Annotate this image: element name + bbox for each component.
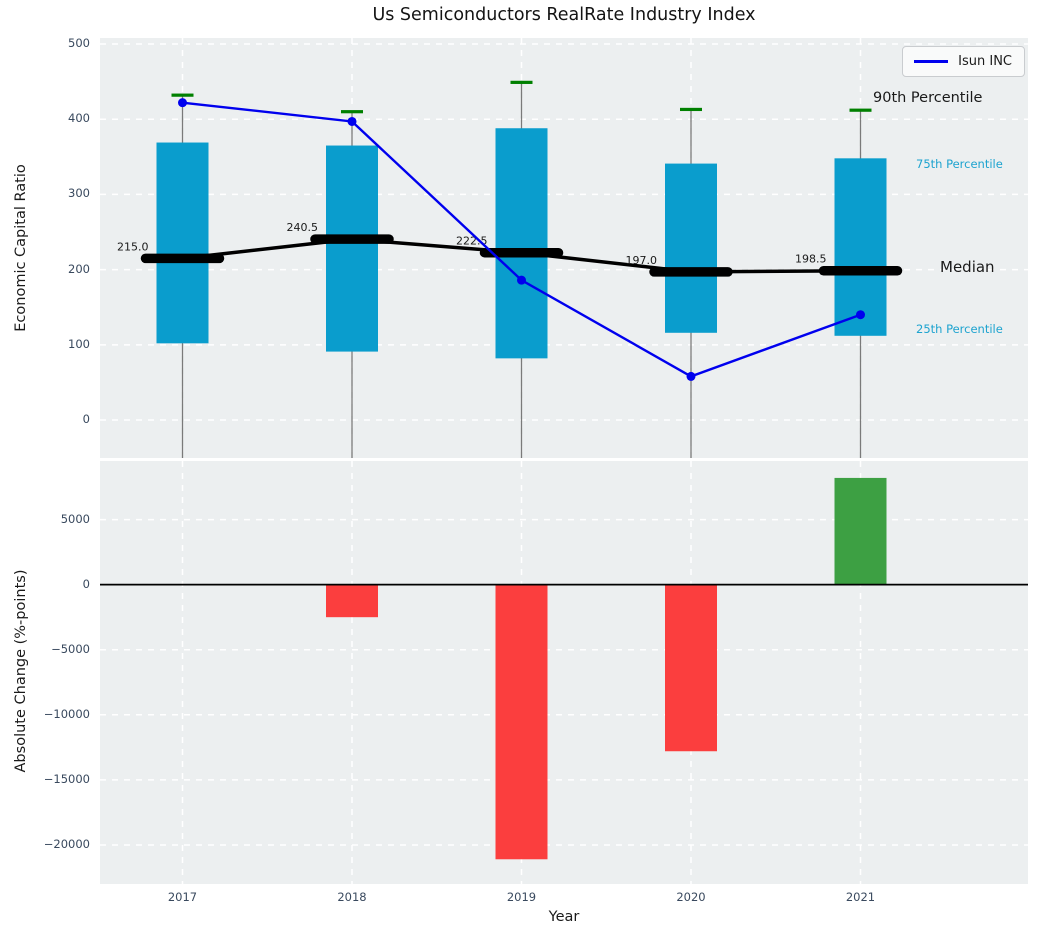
p90-cap: [341, 110, 363, 114]
top-axes-economic-capital-ratio: 215.0 240.5 222.5 197.0 198.5 Isun INC 90th …: [100, 38, 1028, 458]
change-bar: [665, 584, 717, 752]
median-value-label: 198.5: [795, 253, 827, 266]
median-value-label: 197.0: [626, 254, 658, 267]
bottom-y-tick-label: −20000: [43, 836, 90, 851]
legend-label: Isun INC: [958, 54, 1012, 69]
annotation-median: Median: [940, 258, 995, 276]
change-bar-plot: [100, 461, 1028, 884]
bottom-axes-absolute-change: [100, 461, 1028, 884]
change-bar: [495, 584, 548, 860]
top-y-axis-label: Economic Capital Ratio: [13, 164, 29, 332]
top-y-tick-label: 500: [68, 36, 90, 51]
box-percentile-plot: 215.0 240.5 222.5 197.0 198.5: [100, 38, 1028, 458]
x-tick-label: 2018: [337, 890, 367, 904]
x-axis-label: Year: [548, 909, 580, 925]
percentile-box: [156, 142, 209, 344]
percentile-box: [665, 163, 717, 333]
legend-line-swatch: [914, 60, 949, 63]
annotation-75th-percentile: 75th Percentile: [916, 157, 1003, 171]
top-y-tick-label: 0: [82, 412, 90, 427]
x-tick-label: 2021: [845, 890, 876, 904]
top-y-tick-label: 200: [68, 261, 90, 276]
chart-title: Us Semiconductors RealRate Industry Inde…: [372, 5, 756, 25]
change-bar: [834, 477, 887, 585]
bottom-y-tick-label: −5000: [51, 641, 90, 656]
percentile-box: [834, 158, 887, 336]
percentile-box: [326, 145, 378, 352]
isun-point: [856, 310, 865, 320]
p90-cap: [171, 93, 194, 97]
isun-point: [686, 371, 696, 381]
percentile-box: [495, 128, 548, 359]
annotation-90th-percentile: 90th Percentile: [873, 90, 983, 106]
top-y-tick-label: 100: [68, 336, 90, 351]
bottom-y-tick-label: −10000: [43, 706, 90, 721]
x-tick-label: 2017: [167, 890, 198, 904]
change-bar: [326, 584, 378, 618]
isun-point: [178, 98, 187, 108]
median-value-label: 240.5: [287, 221, 319, 234]
p90-cap: [510, 80, 533, 84]
top-y-tick-label: 300: [68, 186, 90, 201]
bottom-y-tick-label: −15000: [43, 771, 90, 786]
bottom-y-tick-label: 0: [82, 576, 90, 591]
annotation-25th-percentile: 25th Percentile: [916, 322, 1003, 336]
x-tick-label: 2019: [506, 890, 537, 904]
x-tick-label: 2020: [676, 890, 706, 904]
top-y-tick-label: 400: [68, 111, 90, 126]
isun-point: [347, 116, 357, 126]
p90-cap: [680, 107, 702, 112]
p90-cap: [849, 108, 872, 112]
bottom-y-tick-label: 5000: [60, 511, 90, 526]
median-value-label: 215.0: [117, 240, 149, 253]
legend: Isun INC: [902, 46, 1025, 77]
median-value-label: 222.5: [456, 235, 488, 248]
isun-point: [517, 275, 526, 285]
